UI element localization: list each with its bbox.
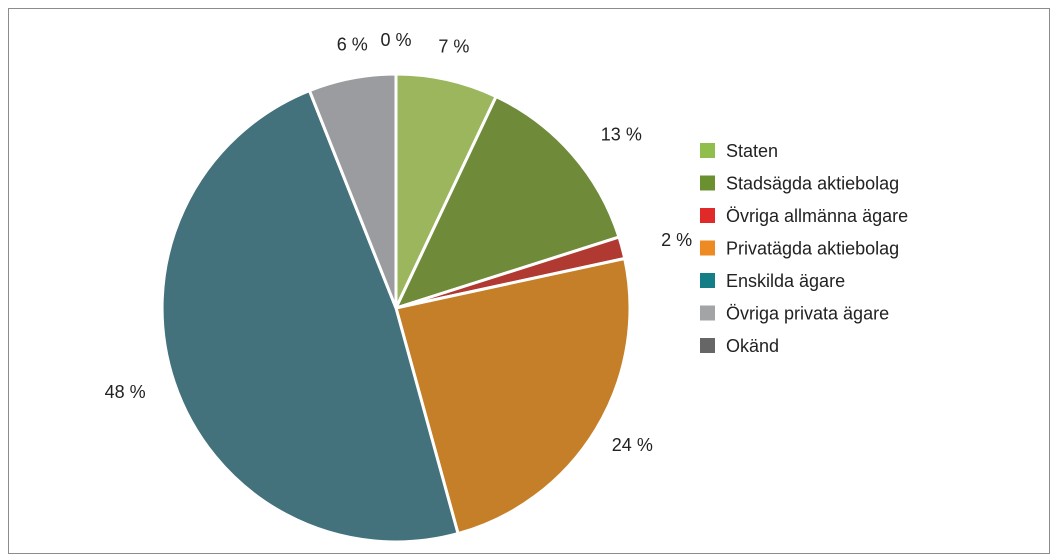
legend-swatch-7 bbox=[700, 338, 715, 353]
legend-swatch-4 bbox=[700, 240, 715, 256]
data-label-3: 2 % bbox=[661, 230, 692, 250]
pie-slices bbox=[160, 72, 632, 544]
data-label-5: 48 % bbox=[105, 382, 146, 402]
pie-slice-4 bbox=[394, 257, 632, 536]
legend: Staten Stadsägda aktiebolag Övriga allmänn… bbox=[700, 141, 908, 356]
data-label-2: 13 % bbox=[601, 124, 642, 144]
pie-slice-2 bbox=[394, 94, 621, 310]
legend-label-3: Övriga allmänna ägare bbox=[726, 206, 908, 226]
pie-slice-5 bbox=[160, 89, 460, 544]
legend-swatch-1 bbox=[700, 143, 715, 158]
legend-label-5: Enskilda ägare bbox=[726, 271, 845, 291]
data-label-6: 6 % bbox=[337, 35, 368, 55]
legend-swatch-3 bbox=[700, 208, 715, 223]
legend-swatch-2 bbox=[700, 175, 715, 191]
data-label-7: 0 % bbox=[380, 30, 411, 50]
legend-label-7: Okänd bbox=[726, 336, 779, 356]
legend-swatch-6 bbox=[700, 305, 715, 321]
legend-label-1: Staten bbox=[726, 141, 778, 161]
data-label-1: 7 % bbox=[438, 36, 469, 56]
legend-swatch-5 bbox=[700, 273, 715, 288]
legend-label-2: Stadsägda aktiebolag bbox=[726, 174, 899, 194]
data-label-4: 24 % bbox=[612, 435, 653, 455]
pie-slice-6 bbox=[307, 72, 398, 310]
pie-slice-1 bbox=[394, 72, 498, 310]
legend-label-4: Privatägda aktiebolag bbox=[726, 239, 899, 259]
legend-label-6: Övriga privata ägare bbox=[726, 304, 889, 324]
pie-data-labels: 7 % 13 % 2 % 24 % 48 % 6 % 0 % bbox=[105, 30, 692, 455]
